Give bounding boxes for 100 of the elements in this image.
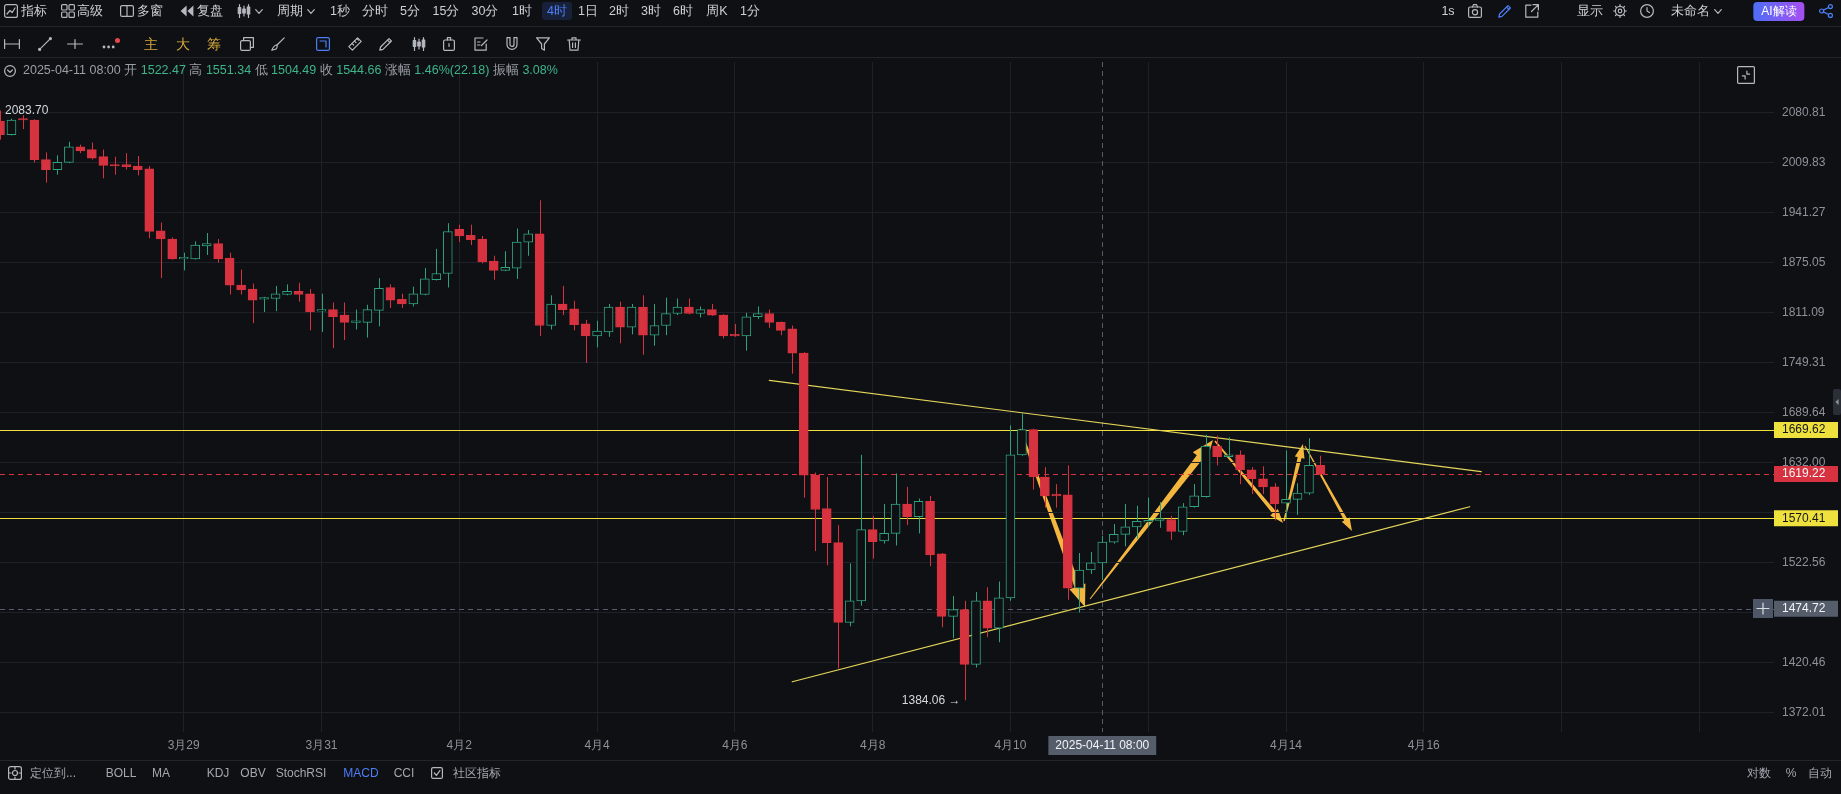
y-tick-label: 1372.01: [1782, 705, 1826, 720]
candlestick: [420, 267, 430, 296]
candlestick: [431, 248, 442, 281]
x-tick-label: 4月10: [994, 737, 1027, 752]
text: OBV: [240, 765, 266, 780]
candlestick: [305, 288, 315, 331]
text: MACD: [343, 765, 379, 780]
text: 2025-04-11 08:00 开 1522.47 高 1551.34 低 1504.49 收 1544.66 涨幅 1.46%(22.18) 振幅 3.08%: [23, 63, 558, 78]
text: CCI: [393, 765, 415, 780]
candlestick: [201, 232, 212, 256]
text: 主: [144, 36, 158, 52]
text: KDJ: [206, 765, 230, 780]
text: 2时: [609, 3, 629, 18]
candlestick: [477, 235, 488, 264]
candlestick: [844, 562, 855, 627]
candlestick: [1269, 482, 1280, 521]
candlestick: [293, 282, 304, 303]
text: 未命名: [1670, 3, 1710, 18]
y-tick-label: 1941.27: [1782, 204, 1826, 219]
candlestick: [236, 269, 246, 296]
ref-line-label: 2025-04-11 08:00: [1055, 737, 1150, 752]
candlestick: [546, 294, 556, 331]
candlestick: [649, 303, 660, 347]
y-tick-label: 1811.09: [1782, 304, 1825, 319]
annotation: 2083.70: [5, 102, 49, 117]
ref-line-label: 1570.41: [1782, 510, 1826, 525]
candlestick: [867, 515, 878, 560]
text: MA: [152, 765, 170, 780]
text: %: [1785, 765, 1797, 780]
candlestick: [1212, 435, 1222, 466]
candlestick: [1097, 535, 1108, 581]
annotation: 1384.06 →: [901, 692, 961, 707]
candlestick: [913, 498, 924, 534]
candlestick: [1143, 497, 1154, 528]
y-tick-label: 2080.81: [1782, 104, 1826, 119]
y-tick-label: 1875.05: [1782, 254, 1826, 269]
candlestick: [741, 312, 752, 352]
text: 分时: [362, 3, 388, 18]
candlestick: [1120, 503, 1131, 547]
candlestick: [328, 301, 338, 349]
candlestick: [351, 309, 361, 331]
text: 1分: [740, 3, 760, 18]
candlestick: [167, 237, 178, 261]
candlestick: [902, 486, 912, 526]
candlestick: [787, 325, 798, 375]
text: 大: [176, 36, 190, 52]
candlestick: [132, 155, 143, 176]
candlestick: [1131, 505, 1142, 540]
x-tick-label: 3月29: [167, 737, 201, 752]
candlestick: [52, 154, 63, 176]
candlestick: [1074, 552, 1085, 614]
candlestick: [948, 595, 958, 639]
text: 4时: [542, 1, 572, 21]
y-tick-label: 2009.83: [1782, 154, 1826, 169]
ref-line-label: 1474.72: [1782, 601, 1826, 616]
candlestick: [523, 229, 534, 257]
x-tick-label: 4月4: [584, 737, 611, 752]
text: 显示: [1577, 3, 1603, 18]
candlestick: [408, 286, 419, 307]
text: 对数: [1747, 765, 1771, 780]
candlestick: [155, 221, 166, 279]
candlestick: [339, 301, 350, 341]
candlestick: [374, 277, 384, 327]
text: 15分: [432, 3, 460, 18]
text: 复盘: [197, 3, 223, 18]
y-tick-label: 1522.56: [1782, 555, 1826, 570]
candlestick: [316, 293, 327, 333]
candlestick: [1177, 502, 1188, 536]
candlestick: [270, 285, 281, 312]
text: 定位到...: [30, 765, 77, 780]
ref-line-label: 1669.62: [1782, 422, 1826, 437]
candlestick: [362, 304, 373, 339]
candlestick: [465, 224, 476, 246]
text: 社区指标: [453, 765, 501, 780]
text: 6时: [673, 3, 693, 18]
candlestick: [41, 151, 51, 184]
text: 30分: [471, 3, 499, 18]
text: 3时: [641, 3, 661, 18]
text: 自动: [1808, 765, 1832, 780]
y-tick-label: 1749.31: [1782, 355, 1826, 370]
text: 1时: [512, 3, 532, 18]
text: 周期: [277, 3, 303, 18]
x-tick-label: 4月6: [722, 737, 748, 752]
x-tick-label: 3月31: [305, 737, 338, 752]
text: 指标: [21, 3, 47, 18]
ref-line-label: 1619.22: [1782, 466, 1826, 481]
candlestick: [615, 301, 625, 344]
x-tick-label: 4月2: [446, 737, 473, 752]
text: 1日: [578, 3, 598, 18]
text: 1秒: [330, 3, 350, 18]
text: StochRSI: [275, 765, 327, 780]
text: BOLL: [105, 765, 137, 780]
candlestick: [1108, 523, 1119, 545]
text: 多窗: [137, 3, 163, 18]
candlestick: [1154, 501, 1165, 529]
text: 5分: [400, 3, 420, 18]
text: 筹: [207, 36, 221, 52]
candlestick: [569, 300, 579, 331]
candlestick: [1017, 412, 1027, 457]
text: 1s: [1441, 3, 1455, 18]
